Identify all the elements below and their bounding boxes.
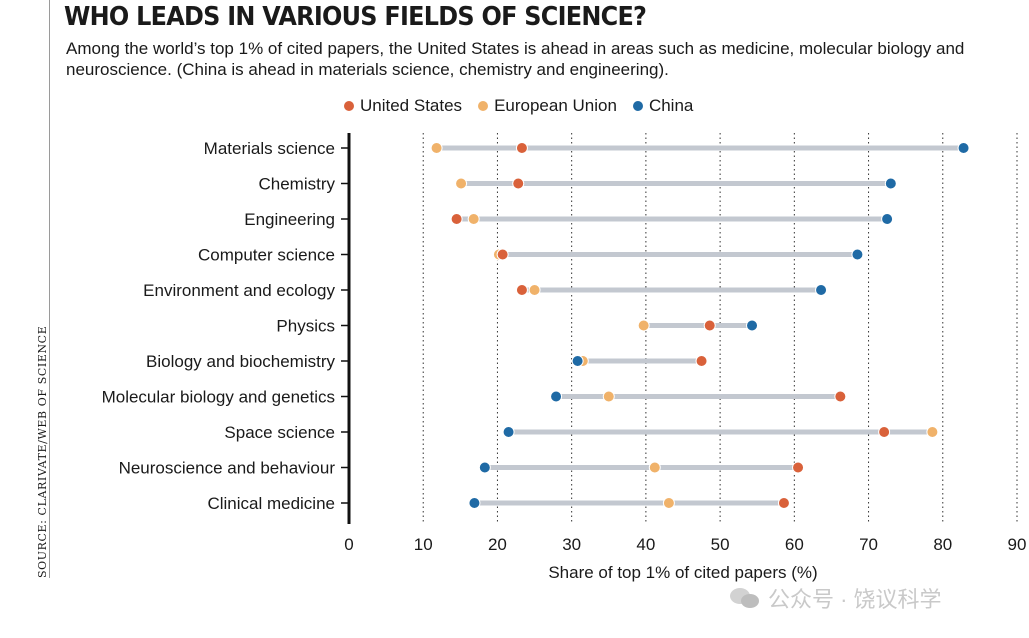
legend-label-european-union: European Union xyxy=(494,96,617,115)
chart-title: WHO LEADS IN VARIOUS FIELDS OF SCIENCE? xyxy=(64,2,647,32)
dot-united-states-chemistry xyxy=(512,177,525,190)
dot-european-union-chemistry xyxy=(455,177,468,190)
row-clinical-medicine: Clinical medicine xyxy=(207,494,790,513)
dot-united-states-materials-science xyxy=(515,142,528,154)
category-label-clinical-medicine: Clinical medicine xyxy=(207,494,335,513)
dot-united-states-molecular-biology-and-genetics xyxy=(834,390,847,403)
category-label-chemistry: Chemistry xyxy=(258,175,335,194)
dot-china-physics xyxy=(746,319,759,332)
chart-subtitle: Among the world’s top 1% of cited papers… xyxy=(66,39,965,79)
category-label-neuroscience-and-behaviour: Neuroscience and behaviour xyxy=(119,459,336,478)
dot-china-molecular-biology-and-genetics xyxy=(550,390,563,403)
dot-china-clinical-medicine xyxy=(468,497,481,509)
legend-item-united-states: United States xyxy=(344,96,462,116)
legend-dot-european-union xyxy=(478,101,489,111)
legend-item-european-union: European Union xyxy=(478,96,617,116)
row-chemistry: Chemistry xyxy=(258,175,897,194)
category-label-molecular-biology-and-genetics: Molecular biology and genetics xyxy=(102,388,335,407)
dot-european-union-molecular-biology-and-genetics xyxy=(602,390,615,403)
watermark-text: 公众号 · 饶议科学 xyxy=(768,587,942,612)
dot-china-biology-and-biochemistry xyxy=(571,355,584,367)
category-label-environment-and-ecology: Environment and ecology xyxy=(143,281,335,300)
dot-china-neuroscience-and-behaviour xyxy=(478,461,491,474)
category-label-space-science: Space science xyxy=(224,423,335,442)
dot-china-environment-and-ecology xyxy=(815,284,828,296)
legend-label-united-states: United States xyxy=(360,96,463,115)
x-tick-label-90: 90 xyxy=(1008,535,1027,554)
dot-china-chemistry xyxy=(884,177,897,190)
x-tick-label-0: 0 xyxy=(344,535,353,554)
x-tick-label-80: 80 xyxy=(933,535,952,554)
row-physics: Physics xyxy=(276,317,759,336)
legend-label-china: China xyxy=(648,96,694,115)
row-engineering: Engineering xyxy=(244,210,894,229)
row-neuroscience-and-behaviour: Neuroscience and behaviour xyxy=(119,459,805,478)
x-tick-label-30: 30 xyxy=(562,535,581,554)
source-rule xyxy=(49,0,50,578)
dot-european-union-engineering xyxy=(467,213,480,225)
legend-dot-china xyxy=(632,101,643,111)
dot-china-materials-science xyxy=(957,142,970,154)
row-computer-science: Computer science xyxy=(198,246,864,265)
x-tick-label-20: 20 xyxy=(488,535,507,554)
legend: United States European Union China xyxy=(344,96,693,116)
dot-china-computer-science xyxy=(851,248,864,261)
dot-united-states-neuroscience-and-behaviour xyxy=(792,461,805,474)
row-materials-science: Materials science xyxy=(204,139,970,158)
dot-united-states-biology-and-biochemistry xyxy=(695,355,708,367)
row-environment-and-ecology: Environment and ecology xyxy=(143,281,828,300)
dot-united-states-physics xyxy=(703,319,716,332)
x-tick-label-60: 60 xyxy=(785,535,804,554)
category-label-engineering: Engineering xyxy=(244,210,335,229)
x-tick-label-40: 40 xyxy=(636,535,655,554)
dot-european-union-materials-science xyxy=(430,142,443,154)
watermark: 公众号 · 饶议科学 xyxy=(730,582,942,614)
dot-united-states-engineering xyxy=(450,213,463,225)
row-biology-and-biochemistry: Biology and biochemistry xyxy=(146,352,708,371)
dot-china-space-science xyxy=(502,426,515,438)
dot-united-states-clinical-medicine xyxy=(777,497,790,509)
category-label-computer-science: Computer science xyxy=(198,246,335,265)
dot-united-states-computer-science xyxy=(496,248,509,261)
x-tick-label-70: 70 xyxy=(859,535,878,554)
dot-united-states-space-science xyxy=(878,426,891,438)
category-label-physics: Physics xyxy=(276,317,335,336)
x-tick-label-50: 50 xyxy=(711,535,730,554)
dot-european-union-environment-and-ecology xyxy=(528,284,541,296)
dot-united-states-environment-and-ecology xyxy=(515,284,528,296)
x-tick-label-10: 10 xyxy=(414,535,433,554)
row-molecular-biology-and-genetics: Molecular biology and genetics xyxy=(102,388,847,407)
legend-item-china: China xyxy=(632,96,694,116)
dot-european-union-space-science xyxy=(926,426,939,438)
wechat-icon xyxy=(730,586,760,610)
category-label-materials-science: Materials science xyxy=(204,139,335,158)
dot-european-union-clinical-medicine xyxy=(662,497,675,509)
dot-china-engineering xyxy=(881,213,894,225)
x-axis-title: Share of top 1% of cited papers (%) xyxy=(548,563,817,582)
legend-dot-united-states xyxy=(344,101,354,111)
dot-european-union-physics xyxy=(637,319,650,332)
category-label-biology-and-biochemistry: Biology and biochemistry xyxy=(146,352,335,371)
row-space-science: Space science xyxy=(224,423,939,442)
dot-european-union-neuroscience-and-behaviour xyxy=(648,461,661,474)
